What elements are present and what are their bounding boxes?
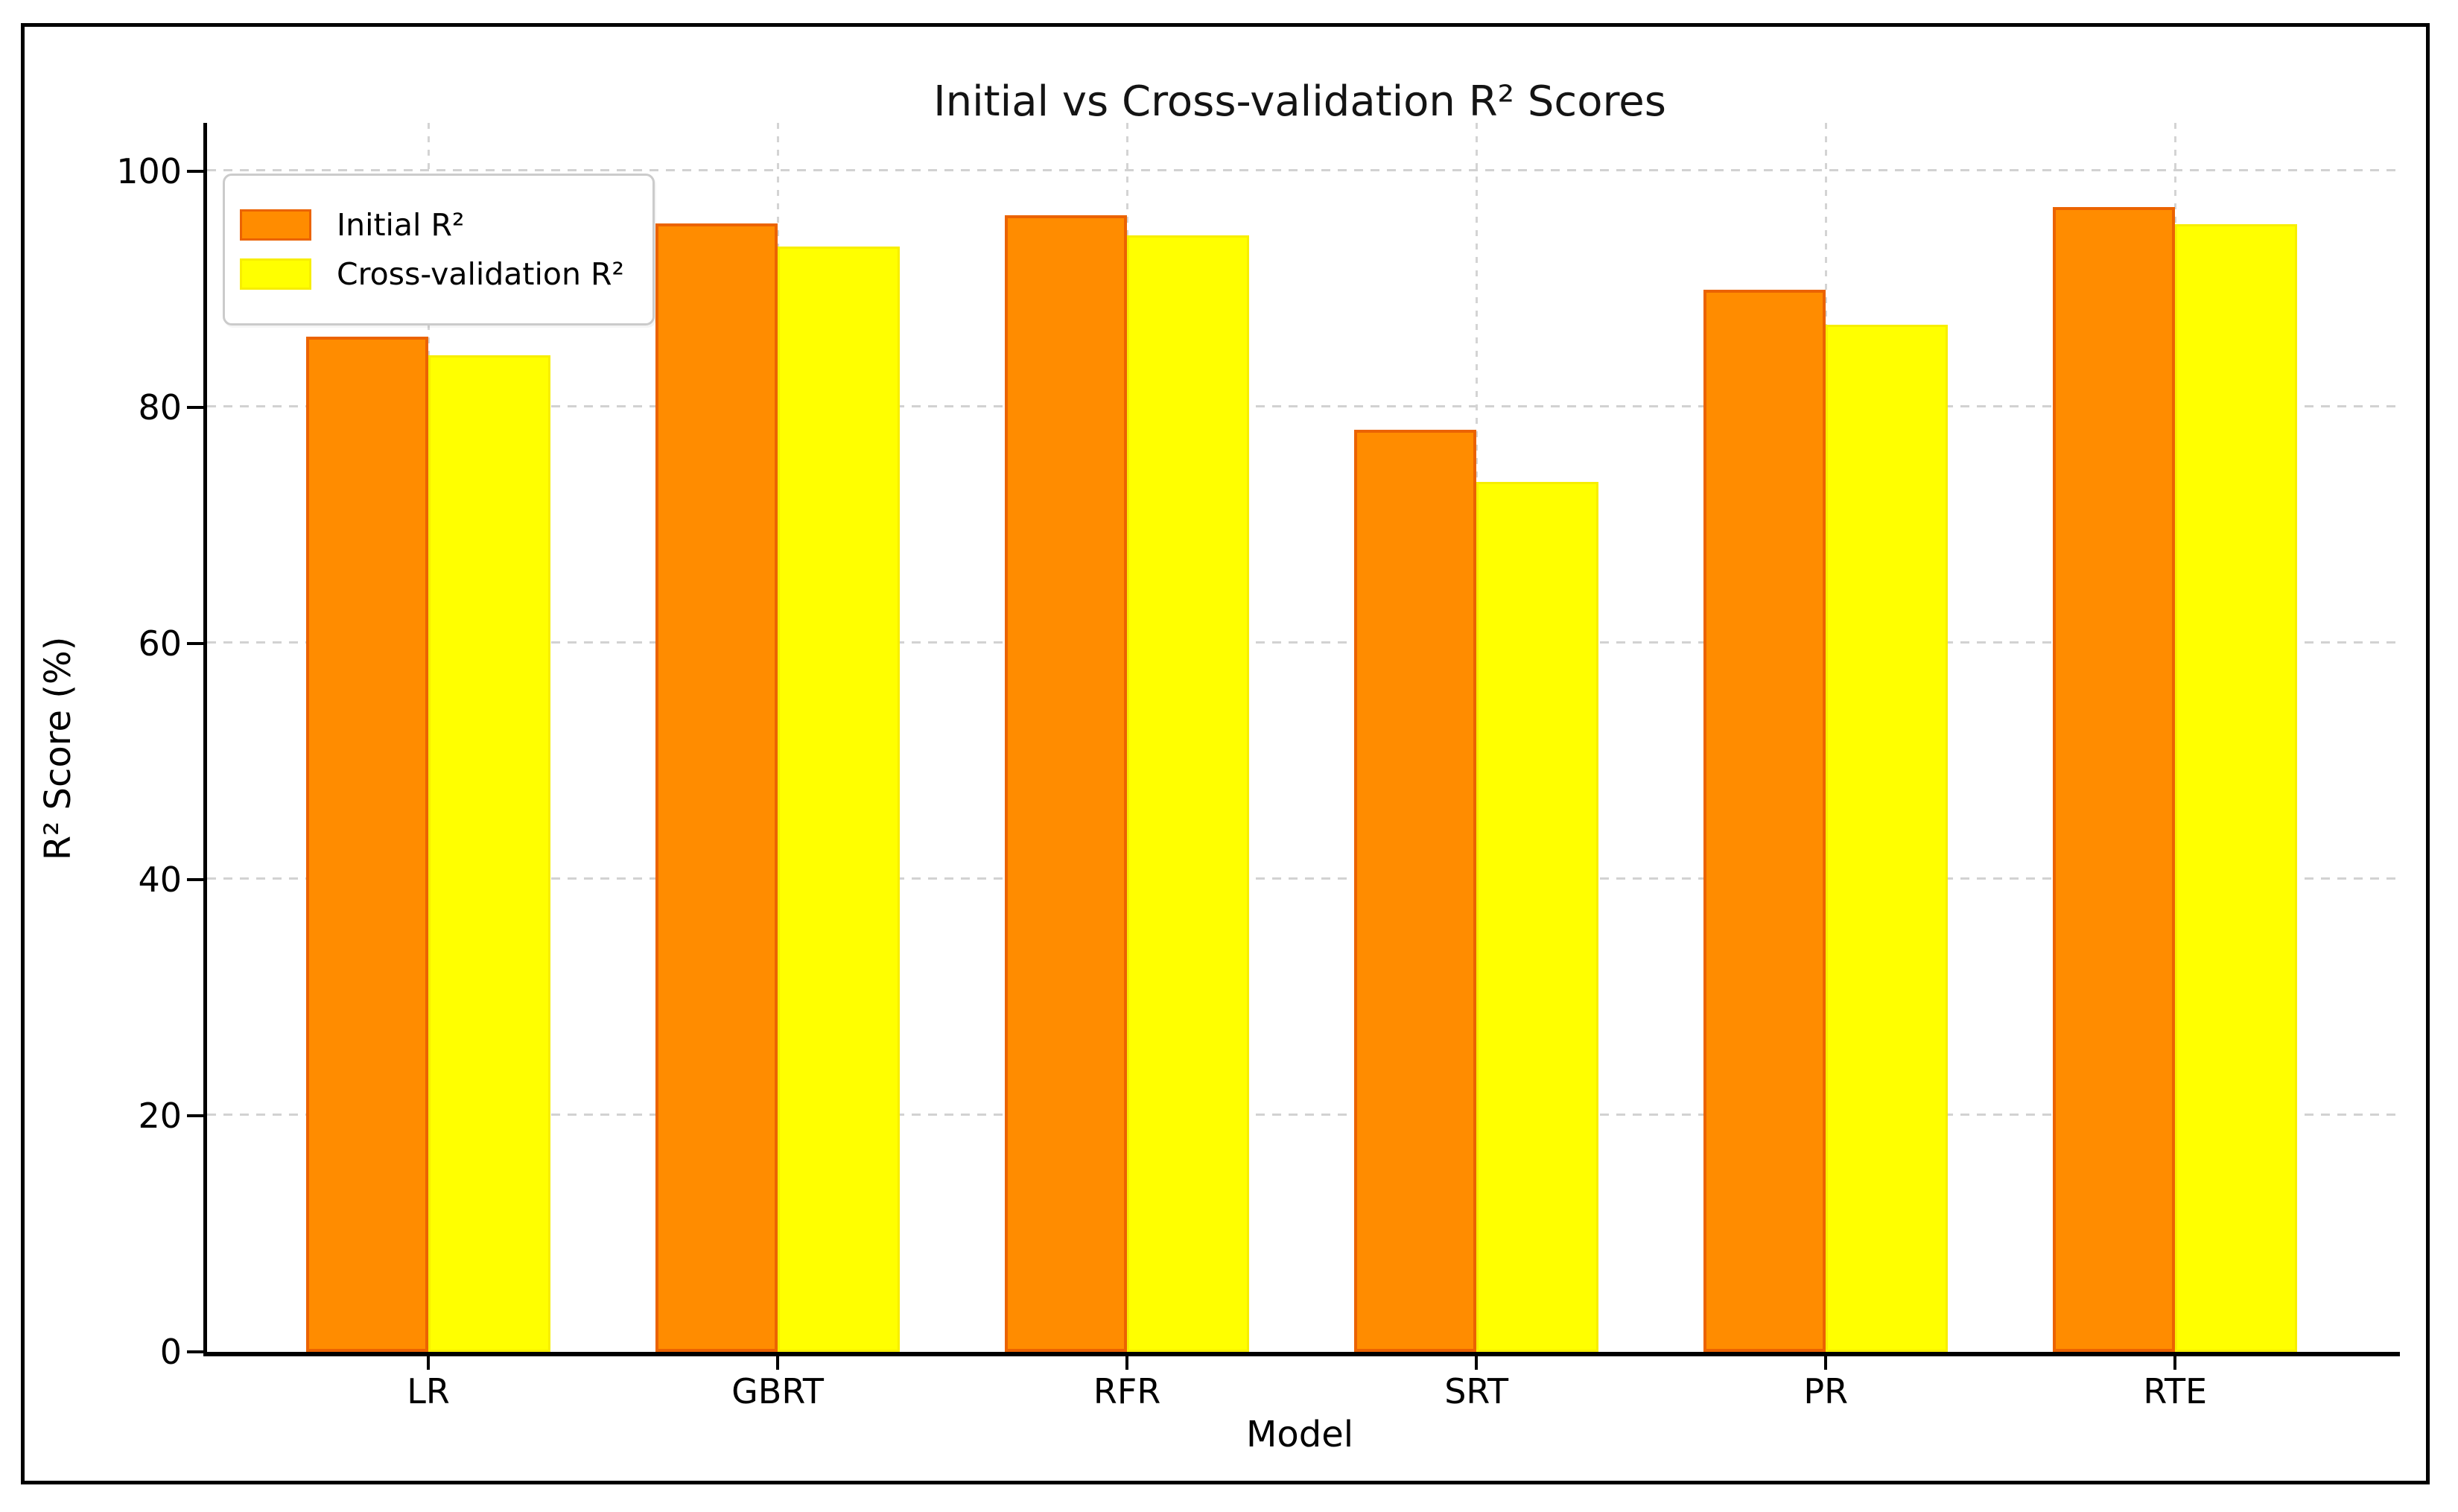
- legend-item-initial: Initial R²: [240, 207, 638, 243]
- x-tick-label-PR: PR: [1803, 1371, 1849, 1411]
- bar-crossval-GBRT: [778, 247, 901, 1352]
- x-tick-label-GBRT: GBRT: [731, 1371, 825, 1411]
- x-tick-LR: [427, 1356, 431, 1370]
- x-tick-PR: [1824, 1356, 1828, 1370]
- y-gridline-60: [207, 641, 2400, 644]
- y-tick-label-40: 40: [138, 860, 182, 900]
- bar-initial-GBRT: [655, 223, 778, 1352]
- x-tick-RFR: [1125, 1356, 1129, 1370]
- x-tick-label-LR: LR: [407, 1371, 450, 1411]
- y-tick-80: [187, 406, 203, 409]
- y-tick-label-100: 100: [116, 151, 182, 191]
- bar-initial-SRT: [1354, 430, 1477, 1352]
- bar-crossval-LR: [428, 355, 551, 1352]
- y-gridline-80: [207, 405, 2400, 407]
- y-axis-label: R² Score (%): [37, 636, 79, 861]
- y-tick-60: [187, 642, 203, 645]
- y-tick-label-0: 0: [159, 1332, 182, 1372]
- plot-area: Initial R² Cross-validation R² 0 20 40 60 80…: [116, 123, 2400, 1411]
- x-tick-label-RFR: RFR: [1093, 1371, 1161, 1411]
- bar-initial-RFR: [1005, 215, 1128, 1352]
- bar-crossval-RFR: [1127, 235, 1250, 1352]
- bar-initial-LR: [306, 336, 429, 1352]
- legend-swatch-crossval: [240, 258, 311, 290]
- x-tick-RTE: [2173, 1356, 2177, 1370]
- y-gridline-40: [207, 877, 2400, 880]
- legend-label-initial: Initial R²: [337, 207, 465, 243]
- bar-initial-RTE: [2053, 206, 2176, 1352]
- bar-crossval-PR: [1826, 325, 1949, 1352]
- y-tick-40: [187, 878, 203, 881]
- bar-crossval-SRT: [1476, 481, 1599, 1352]
- y-gridline-100: [207, 169, 2400, 171]
- y-tick-20: [187, 1114, 203, 1117]
- legend-item-crossval: Cross-validation R²: [240, 256, 638, 292]
- y-tick-label-20: 20: [138, 1096, 182, 1136]
- y-tick-100: [187, 170, 203, 173]
- y-tick-label-80: 80: [138, 387, 182, 428]
- x-tick-label-RTE: RTE: [2143, 1371, 2208, 1411]
- bar-initial-PR: [1703, 289, 1826, 1352]
- x-axis-label: Model: [1245, 1414, 1354, 1455]
- y-tick-label-60: 60: [138, 623, 182, 664]
- x-tick-GBRT: [776, 1356, 780, 1370]
- y-tick-0: [187, 1350, 203, 1353]
- bar-crossval-RTE: [2175, 224, 2298, 1352]
- x-tick-SRT: [1475, 1356, 1479, 1370]
- legend-label-crossval: Cross-validation R²: [337, 256, 624, 292]
- y-gridline-20: [207, 1114, 2400, 1116]
- x-tick-label-SRT: SRT: [1444, 1371, 1509, 1411]
- chart-title: Initial vs Cross-validation R² Scores: [933, 77, 1666, 126]
- legend: Initial R² Cross-validation R²: [223, 174, 655, 325]
- legend-swatch-initial: [240, 209, 311, 241]
